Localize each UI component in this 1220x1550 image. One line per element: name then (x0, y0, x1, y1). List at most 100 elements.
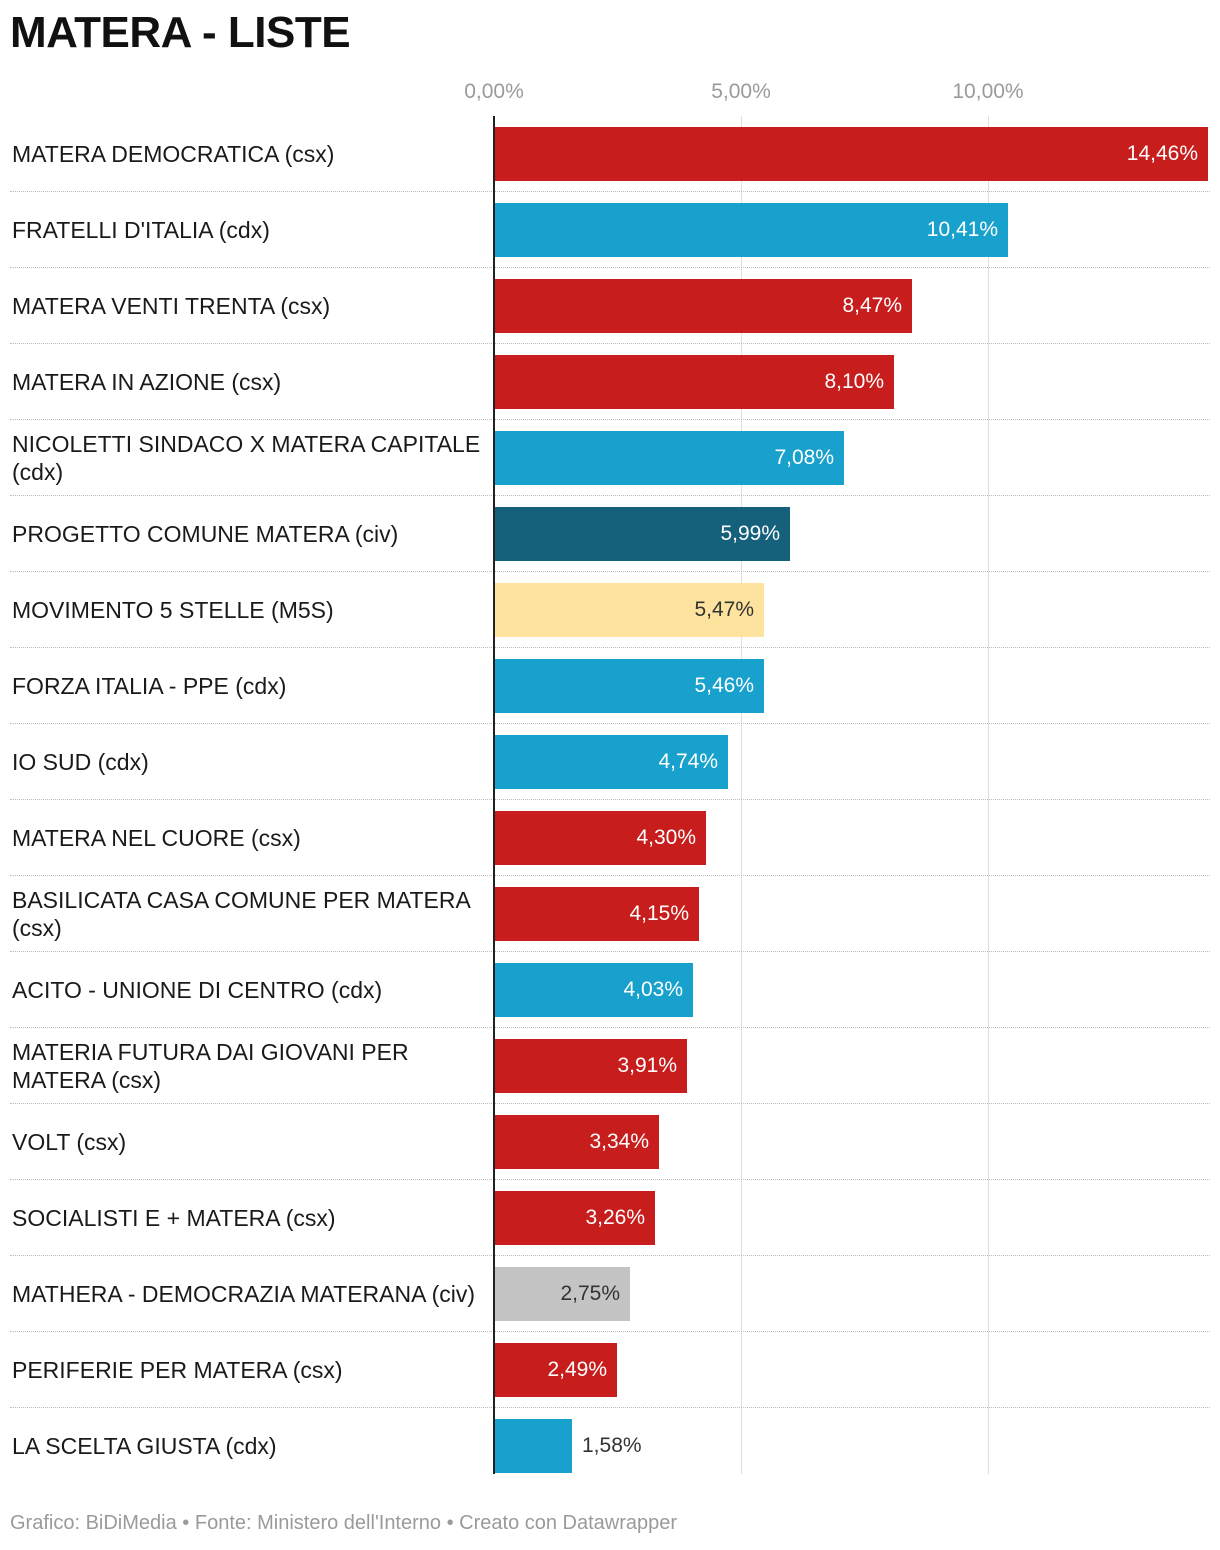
data-label: 5,47% (694, 598, 754, 621)
data-label: 1,58% (582, 1434, 642, 1457)
x-gridline (988, 116, 989, 1474)
row-separator (10, 1103, 1210, 1104)
bar-row: MATERA IN AZIONE (csx) 8,10% (0, 344, 1220, 420)
bar-row: BASILICATA CASA COMUNE PER MATERA (csx) 4… (0, 876, 1220, 952)
bar (494, 811, 706, 865)
footer: Grafico: BiDiMedia • Fonte: Ministero de… (10, 1512, 677, 1535)
category-label: MATERIA FUTURA DAI GIOVANI PER MATERA (c… (12, 1039, 409, 1093)
data-label: 3,26% (585, 1206, 645, 1229)
data-label: 4,30% (636, 826, 696, 849)
page-title: MATERA - LISTE (10, 8, 351, 57)
bar-row: ACITO - UNIONE DI CENTRO (cdx) 4,03% (0, 952, 1220, 1028)
category-label: MATERA VENTI TRENTA (csx) (12, 293, 331, 319)
row-separator (10, 495, 1210, 496)
bar (494, 1191, 655, 1245)
x-tick-label: 5,00% (711, 80, 771, 103)
bar-row: SOCIALISTI E + MATERA (csx) 3,26% (0, 1180, 1220, 1256)
data-label: 7,08% (774, 446, 834, 469)
category-label: PROGETTO COMUNE MATERA (civ) (12, 521, 399, 547)
footer-separator: • (182, 1512, 190, 1534)
data-label: 2,75% (560, 1282, 620, 1305)
data-label: 4,74% (658, 750, 718, 773)
bar-row: FRATELLI D'ITALIA (cdx) 10,41% (0, 192, 1220, 268)
row-separator (10, 267, 1210, 268)
data-label: 3,91% (617, 1054, 677, 1077)
data-label: 5,46% (694, 674, 754, 697)
y-axis-baseline (493, 116, 495, 1474)
category-label: VOLT (csx) (12, 1129, 127, 1155)
category-label: MATERA DEMOCRATICA (csx) (12, 141, 335, 167)
row-separator (10, 1407, 1210, 1408)
row-separator (10, 951, 1210, 952)
category-label: BASILICATA CASA COMUNE PER MATERA (csx) (12, 887, 470, 941)
row-separator (10, 799, 1210, 800)
footer-credit: Grafico: BiDiMedia (10, 1512, 177, 1534)
bar-row: NICOLETTI SINDACO X MATERA CAPITALE (cdx… (0, 420, 1220, 496)
bar (494, 1267, 630, 1321)
footer-separator: • (446, 1512, 454, 1534)
category-label: ACITO - UNIONE DI CENTRO (cdx) (12, 977, 383, 1003)
bar-row: FORZA ITALIA - PPE (cdx) 5,46% (0, 648, 1220, 724)
bar-row: MATERA DEMOCRATICA (csx) 14,46% (0, 116, 1220, 192)
category-label: IO SUD (cdx) (12, 749, 149, 775)
category-label: MOVIMENTO 5 STELLE (M5S) (12, 597, 334, 623)
data-label: 8,10% (824, 370, 884, 393)
row-separator (10, 1027, 1210, 1028)
row-separator (10, 1331, 1210, 1332)
data-label: 14,46% (1126, 142, 1198, 165)
bar (494, 887, 699, 941)
bar-row: MATERIA FUTURA DAI GIOVANI PER MATERA (c… (0, 1028, 1220, 1104)
category-label: FORZA ITALIA - PPE (cdx) (12, 673, 287, 699)
row-separator (10, 571, 1210, 572)
data-label: 3,34% (589, 1130, 649, 1153)
x-gridline (741, 116, 742, 1474)
bar (494, 735, 728, 789)
x-tick-label: 0,00% (464, 80, 524, 103)
bar (494, 1115, 659, 1169)
footer-source: Fonte: Ministero dell'Interno (194, 1512, 442, 1534)
bar-row: PROGETTO COMUNE MATERA (civ) 5,99% (0, 496, 1220, 572)
bar (494, 279, 912, 333)
bar (494, 355, 894, 409)
bar-row: MATERA VENTI TRENTA (csx) 8,47% (0, 268, 1220, 344)
data-label: 4,15% (629, 902, 689, 925)
bar (494, 1343, 617, 1397)
bar-row: IO SUD (cdx) 4,74% (0, 724, 1220, 800)
bar-row: MATERA NEL CUORE (csx) 4,30% (0, 800, 1220, 876)
row-separator (10, 723, 1210, 724)
bar-row: MATHERA - DEMOCRAZIA MATERANA (civ) 2,75% (0, 1256, 1220, 1332)
bar-row: MOVIMENTO 5 STELLE (M5S) 5,47% (0, 572, 1220, 648)
bar (494, 127, 1208, 181)
category-label: PERIFERIE PER MATERA (csx) (12, 1357, 343, 1383)
bar-row: LA SCELTA GIUSTA (cdx) 1,58% (0, 1408, 1220, 1484)
bar (494, 507, 790, 561)
data-label: 10,41% (926, 218, 998, 241)
bar (494, 1419, 572, 1473)
row-separator (10, 875, 1210, 876)
row-separator (10, 343, 1210, 344)
bar (494, 659, 764, 713)
bar-row: VOLT (csx) 3,34% (0, 1104, 1220, 1180)
row-separator (10, 1255, 1210, 1256)
bar (494, 583, 764, 637)
bar (494, 431, 844, 485)
row-separator (10, 419, 1210, 420)
data-label: 8,47% (842, 294, 902, 317)
bar-row: PERIFERIE PER MATERA (csx) 2,49% (0, 1332, 1220, 1408)
bar (494, 963, 693, 1017)
data-label: 4,03% (623, 978, 683, 1001)
footer-tool: Creato con Datawrapper (459, 1512, 678, 1534)
row-separator (10, 1179, 1210, 1180)
bar-chart: 0,00% 5,00% 10,00% MATERA DEMOCRATICA (csx)… (0, 70, 1220, 1480)
category-label: MATHERA - DEMOCRAZIA MATERANA (civ) (12, 1281, 476, 1307)
bar (494, 203, 1008, 257)
category-label: MATERA NEL CUORE (csx) (12, 825, 301, 851)
bar (494, 1039, 687, 1093)
category-label: LA SCELTA GIUSTA (cdx) (12, 1433, 277, 1459)
data-label: 5,99% (720, 522, 780, 545)
x-tick-label: 10,00% (952, 80, 1024, 103)
category-label: NICOLETTI SINDACO X MATERA CAPITALE (cdx… (12, 431, 481, 485)
category-label: SOCIALISTI E + MATERA (csx) (12, 1205, 336, 1231)
category-label: FRATELLI D'ITALIA (cdx) (12, 217, 270, 243)
category-label: MATERA IN AZIONE (csx) (12, 369, 282, 395)
